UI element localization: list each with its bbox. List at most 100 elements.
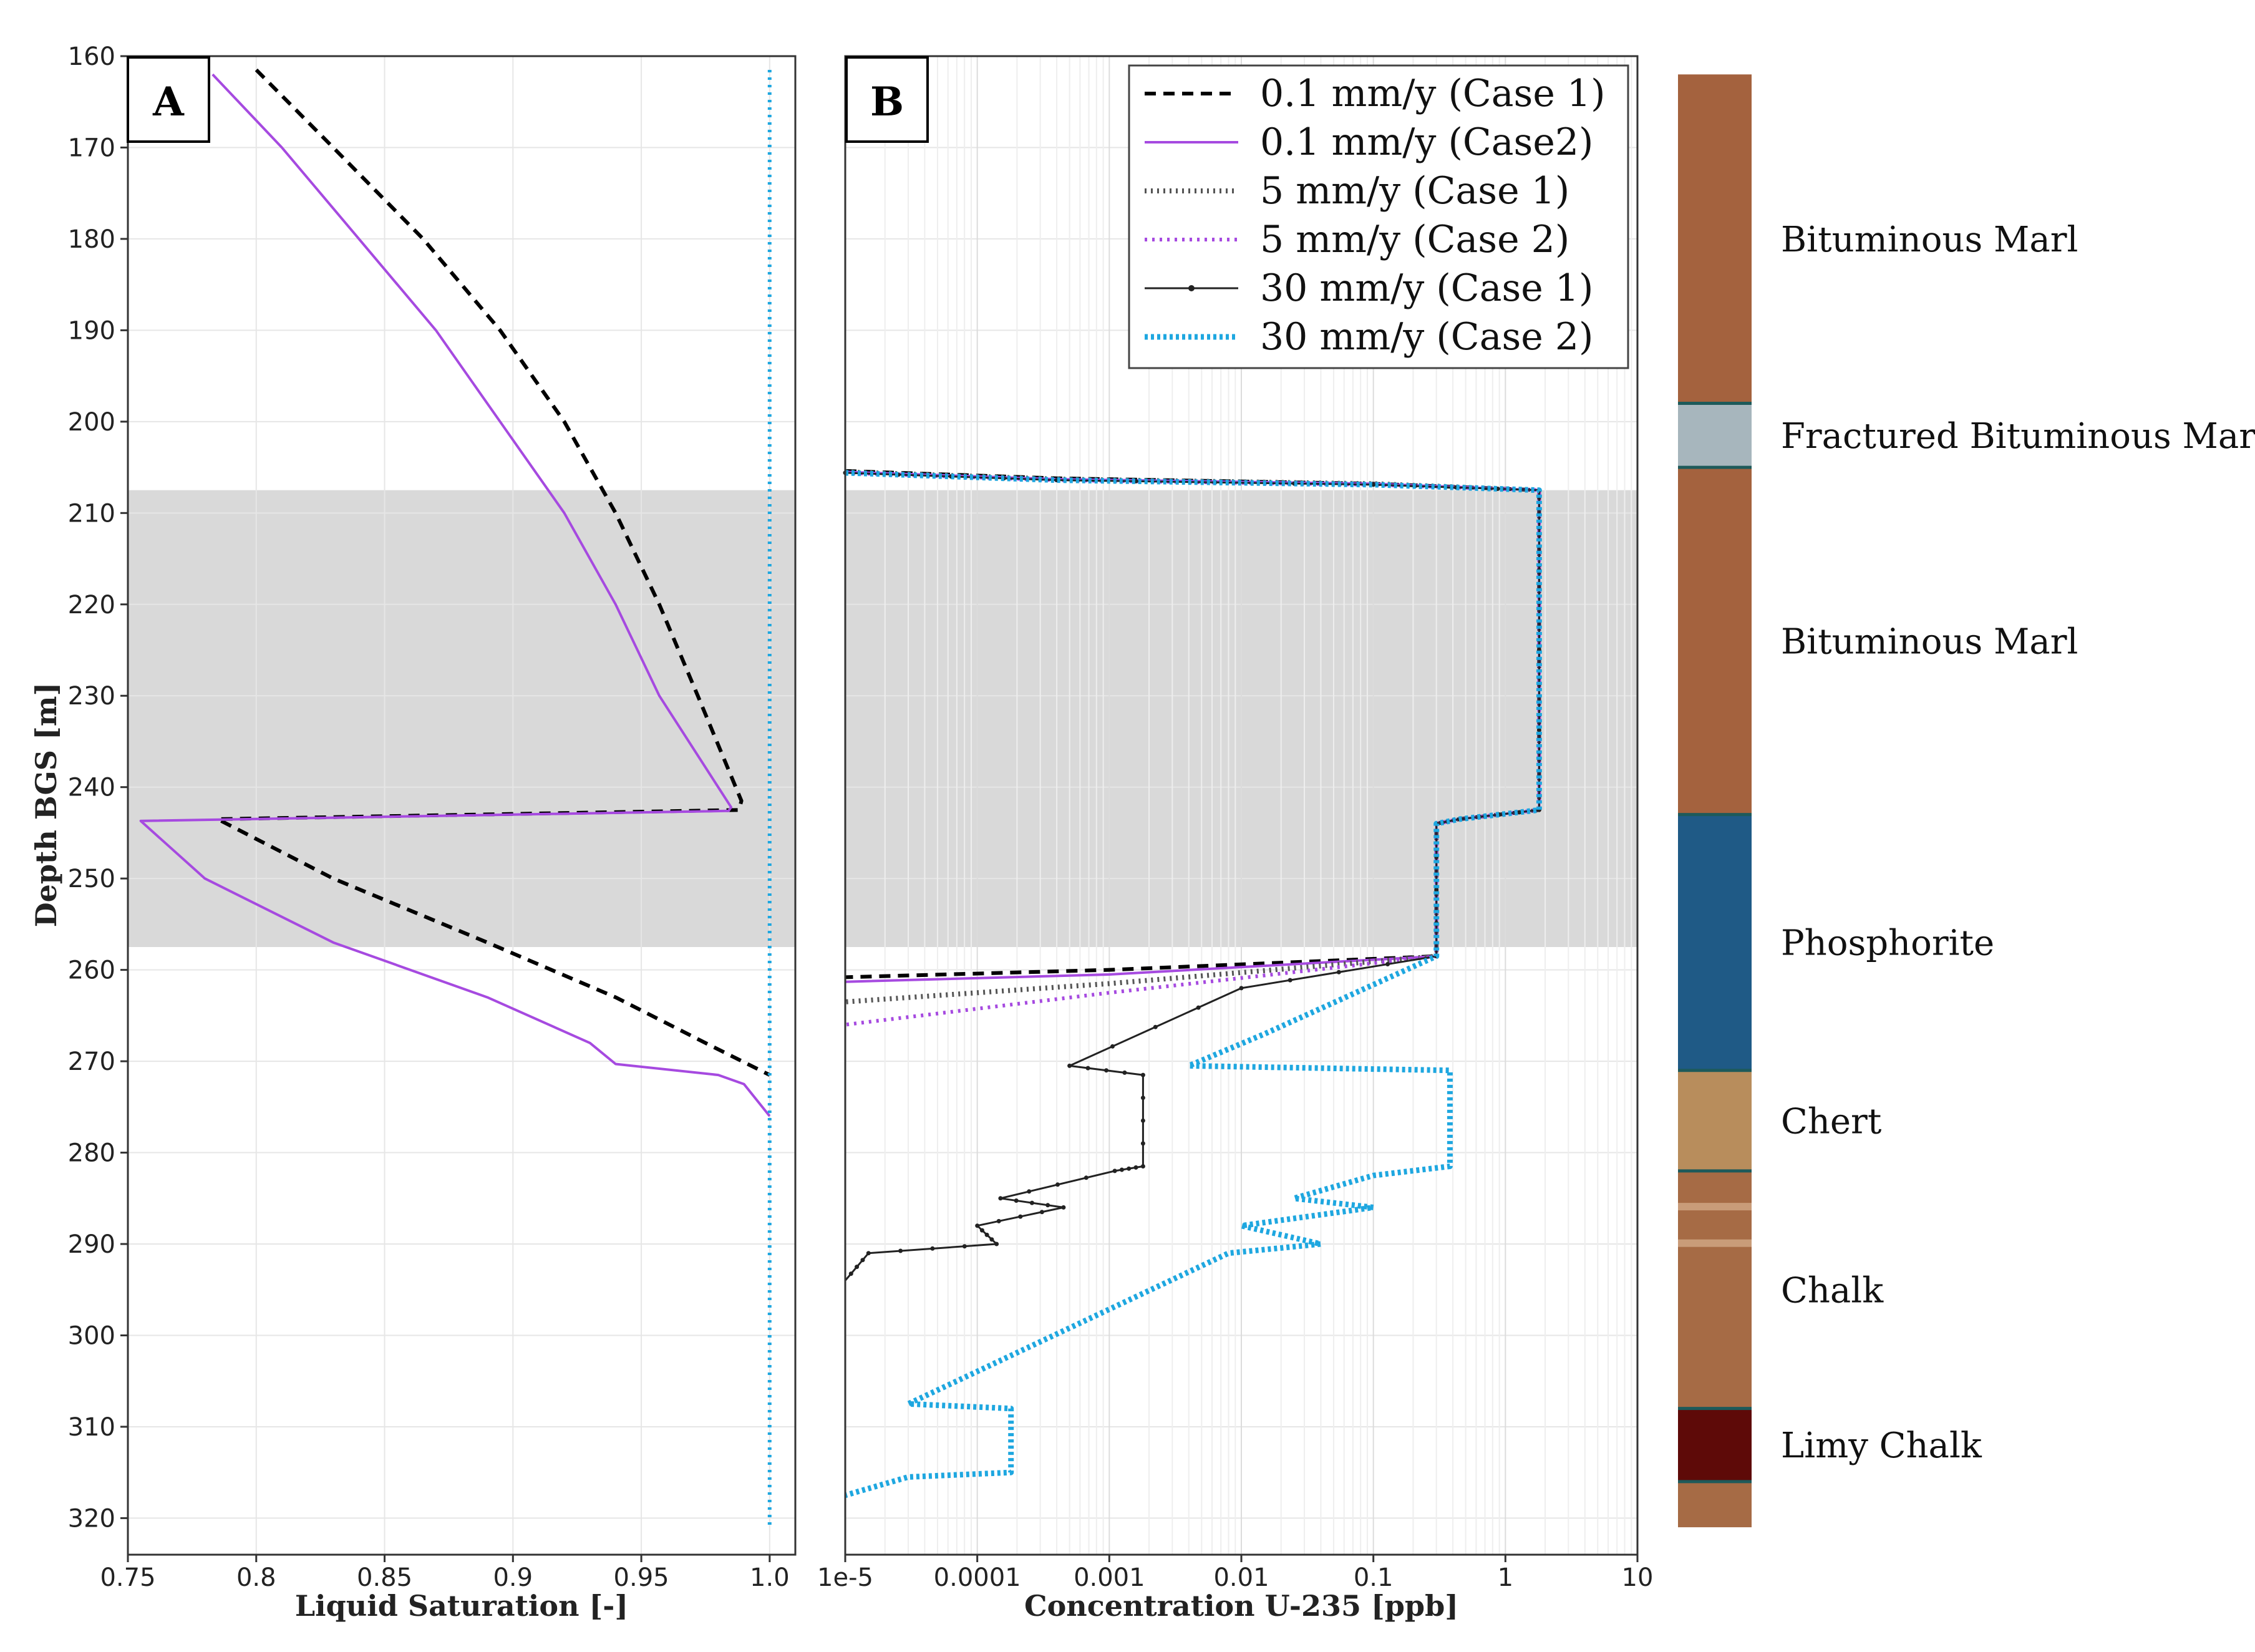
- x-tick-label: 0.01: [1213, 1563, 1269, 1592]
- series-marker: [866, 1251, 871, 1256]
- stratum-chert: [1678, 1070, 1752, 1171]
- y-tick-label: 250: [68, 865, 115, 893]
- y-tick-label: 170: [68, 134, 115, 162]
- x-tick-label: 0.95: [614, 1563, 669, 1592]
- y-tick-label: 210: [68, 499, 115, 528]
- stratum-label: Bituminous Marl: [1781, 621, 2078, 662]
- legend-label: 0.1 mm/y (Case2): [1260, 120, 1593, 164]
- series-marker: [1153, 1024, 1158, 1029]
- series-marker: [1061, 1205, 1066, 1210]
- y-tick-label: 310: [68, 1413, 115, 1442]
- x-tick-label: 0.0001: [934, 1563, 1021, 1592]
- x-tick-label: 0.1: [1354, 1563, 1394, 1592]
- series-marker: [989, 1237, 994, 1242]
- y-tick-label: 160: [68, 42, 115, 71]
- x-tick-label: 1e-5: [817, 1563, 873, 1592]
- series-marker: [898, 1248, 903, 1253]
- stratum-label: Limy Chalk: [1781, 1426, 1982, 1466]
- series-marker: [1140, 1141, 1145, 1146]
- panel-b-label-box: [845, 56, 929, 143]
- series-line-30-mm-y-case-2: [844, 470, 1542, 1499]
- y-tick-label: 290: [68, 1230, 115, 1259]
- series-marker: [1122, 1070, 1127, 1075]
- panel-a-shaded-zone: [128, 490, 795, 948]
- y-tick-label: 260: [68, 956, 115, 985]
- y-tick-label: 320: [68, 1504, 115, 1533]
- strata-labels: Bituminous Marl Fractured Bituminous Marl…: [1781, 220, 2255, 1466]
- panel-a-series: [139, 68, 772, 1528]
- stratum-phosphorite: [1678, 814, 1752, 1071]
- y-tick-label: 220: [68, 591, 115, 620]
- series-marker: [979, 1228, 984, 1233]
- x-tick-label: 0.001: [1074, 1563, 1145, 1592]
- chalk-band: [1678, 1203, 1752, 1211]
- x-tick-label: 0.75: [100, 1563, 155, 1592]
- series-marker: [1027, 1189, 1032, 1194]
- panel-a-grid: [127, 56, 795, 1555]
- series-marker: [996, 1218, 1001, 1223]
- panel-a: 160 170 180 190 200 210 220 230 240 250 260 270 280 2…: [29, 42, 797, 1623]
- strata-column: [1678, 74, 1752, 1528]
- series-marker: [860, 1258, 865, 1263]
- stratum-label: Chert: [1781, 1101, 1882, 1142]
- panel-a-x-ticks: 0.75 0.8 0.85 0.9 0.95 1.0: [100, 1555, 790, 1592]
- x-tick-label: 1.0: [750, 1563, 790, 1592]
- series-marker: [1055, 1182, 1060, 1187]
- stratum-chalk: [1678, 1170, 1752, 1409]
- series-marker: [984, 1232, 989, 1237]
- series-marker: [1385, 962, 1390, 966]
- stratum-bituminous-marl: [1678, 467, 1752, 815]
- panel-a-x-axis-label: Liquid Saturation [-]: [295, 1589, 628, 1623]
- series-marker: [1045, 1203, 1050, 1208]
- series-marker: [1085, 1066, 1090, 1071]
- series-marker: [994, 1241, 999, 1246]
- series-marker: [1239, 986, 1244, 991]
- series-marker: [1127, 1166, 1132, 1171]
- stratum-base: [1678, 1481, 1752, 1528]
- series-marker: [1110, 1044, 1115, 1049]
- panel-a-frame: [127, 55, 797, 1556]
- series-marker: [1119, 1167, 1124, 1172]
- series-marker: [1196, 1005, 1201, 1010]
- y-tick-label: 180: [68, 225, 115, 254]
- panel-b: 1e-5 0.0001 0.001 0.01 0.1 1 10 B Concentratio…: [817, 55, 1653, 1623]
- series-marker: [1140, 1096, 1145, 1101]
- series-marker: [1140, 1164, 1145, 1169]
- legend: 0.1 mm/y (Case 1) 0.1 mm/y (Case2) 5 mm/y …: [1128, 64, 1629, 369]
- series-marker: [1014, 1198, 1019, 1203]
- legend-items: 0.1 mm/y (Case 1) 0.1 mm/y (Case2) 5 mm/y …: [1145, 72, 1606, 359]
- series-line-0-1-mm-y-case2: [139, 73, 771, 1117]
- legend-label: 30 mm/y (Case 1): [1260, 266, 1593, 310]
- series-marker: [1067, 1063, 1072, 1068]
- series-marker: [975, 1223, 980, 1228]
- series-marker: [1336, 969, 1341, 974]
- panel-b-series: [843, 469, 1542, 1499]
- series-marker: [1112, 1169, 1117, 1173]
- series-marker: [1029, 1200, 1034, 1205]
- series-marker: [848, 1271, 853, 1276]
- series-line-0-1-mm-y-case-1: [216, 68, 771, 1077]
- y-tick-label: 200: [68, 408, 115, 437]
- stratum-fractured-bituminous-marl: [1678, 403, 1752, 468]
- series-marker: [1133, 1165, 1138, 1170]
- panel-a-label: A: [152, 79, 185, 125]
- legend-marker: [1188, 285, 1195, 291]
- y-tick-label: 270: [68, 1047, 115, 1076]
- stratum-label: Bituminous Marl: [1781, 220, 2078, 260]
- legend-label: 5 mm/y (Case 2): [1260, 218, 1569, 261]
- x-tick-label: 0.8: [236, 1563, 276, 1592]
- stratum-label: Phosphorite: [1781, 923, 1994, 964]
- series-marker: [1517, 810, 1521, 815]
- x-tick-label: 1: [1498, 1563, 1513, 1592]
- y-axis-label: Depth BGS [m]: [29, 683, 63, 927]
- series-marker: [855, 1265, 860, 1270]
- x-tick-label: 0.85: [357, 1563, 412, 1592]
- legend-label: 30 mm/y (Case 2): [1260, 315, 1593, 359]
- panel-b-x-axis-label: Concentration U-235 [ppb]: [1024, 1589, 1458, 1623]
- series-marker: [1039, 1210, 1044, 1215]
- series-marker: [1084, 1175, 1089, 1180]
- y-tick-label: 190: [68, 316, 115, 345]
- legend-label: 0.1 mm/y (Case 1): [1260, 72, 1606, 115]
- series-marker: [1140, 1118, 1145, 1123]
- y-tick-label: 230: [68, 682, 115, 711]
